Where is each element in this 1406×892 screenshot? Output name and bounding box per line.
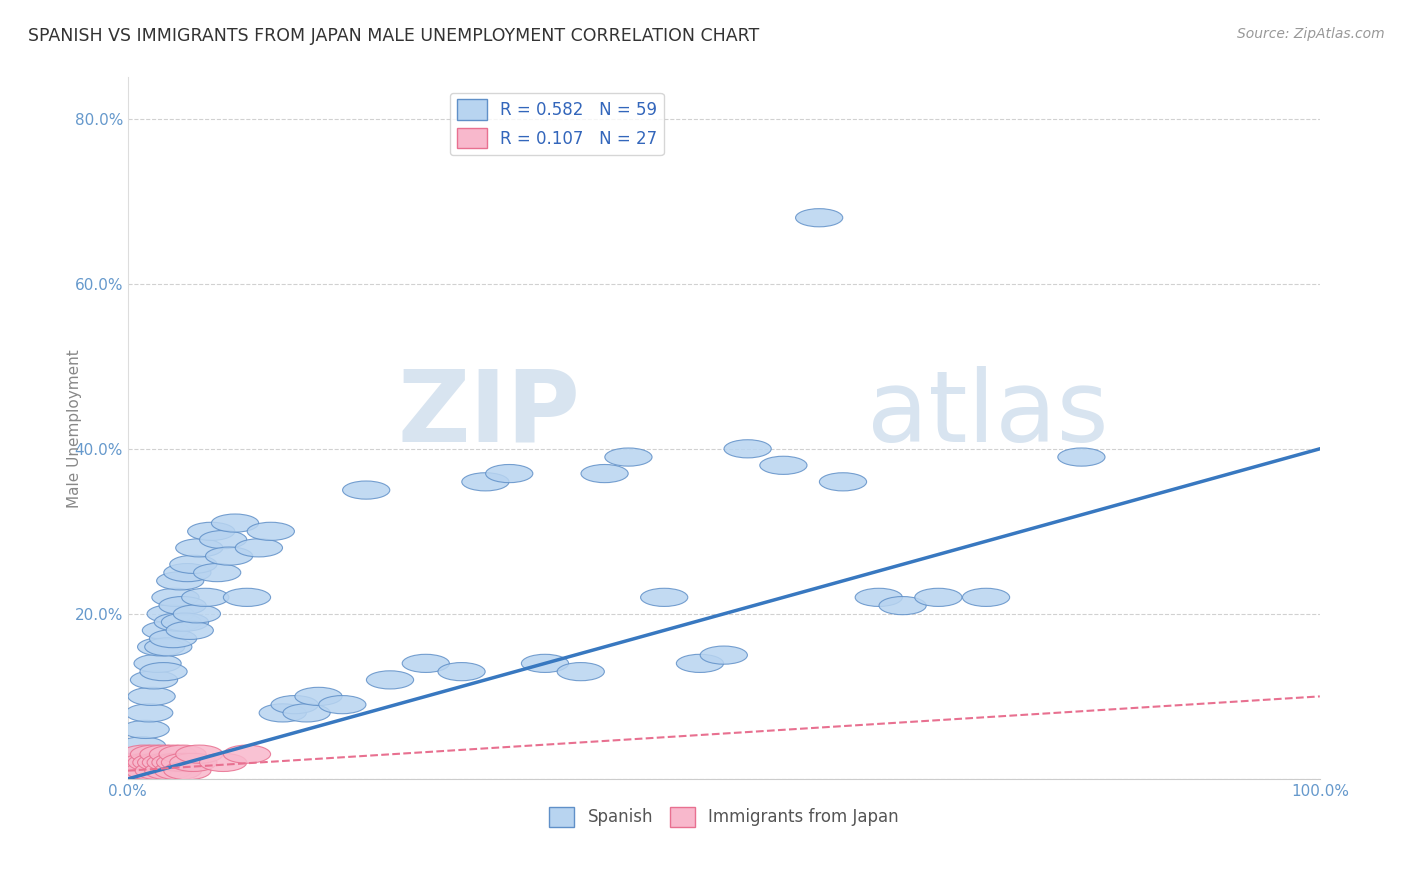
Ellipse shape (1057, 448, 1105, 467)
Text: atlas: atlas (868, 366, 1108, 463)
Ellipse shape (557, 663, 605, 681)
Ellipse shape (149, 745, 197, 764)
Ellipse shape (319, 696, 366, 714)
Ellipse shape (122, 721, 169, 739)
Ellipse shape (641, 589, 688, 607)
Ellipse shape (152, 589, 200, 607)
Ellipse shape (125, 762, 173, 780)
Ellipse shape (676, 655, 724, 673)
Ellipse shape (145, 762, 191, 780)
Ellipse shape (820, 473, 866, 491)
Ellipse shape (259, 704, 307, 722)
Ellipse shape (247, 522, 294, 541)
Ellipse shape (141, 745, 187, 764)
Ellipse shape (159, 745, 207, 764)
Ellipse shape (759, 456, 807, 475)
Ellipse shape (163, 762, 211, 780)
Ellipse shape (142, 754, 190, 772)
Ellipse shape (145, 638, 191, 656)
Ellipse shape (162, 613, 208, 632)
Ellipse shape (173, 605, 221, 623)
Ellipse shape (235, 539, 283, 557)
Legend: Spanish, Immigrants from Japan: Spanish, Immigrants from Japan (543, 800, 905, 834)
Ellipse shape (124, 754, 170, 772)
Ellipse shape (155, 762, 201, 780)
Ellipse shape (163, 564, 211, 582)
Ellipse shape (461, 473, 509, 491)
Text: Source: ZipAtlas.com: Source: ZipAtlas.com (1237, 27, 1385, 41)
Ellipse shape (156, 754, 204, 772)
Ellipse shape (152, 754, 200, 772)
Ellipse shape (118, 737, 166, 755)
Ellipse shape (110, 762, 157, 780)
Ellipse shape (295, 688, 342, 706)
Ellipse shape (205, 547, 253, 566)
Ellipse shape (437, 663, 485, 681)
Ellipse shape (141, 663, 187, 681)
Ellipse shape (700, 646, 748, 665)
Ellipse shape (200, 754, 246, 772)
Ellipse shape (117, 754, 163, 772)
Ellipse shape (194, 564, 240, 582)
Ellipse shape (402, 655, 450, 673)
Ellipse shape (211, 514, 259, 533)
Ellipse shape (224, 745, 270, 764)
Ellipse shape (187, 522, 235, 541)
Ellipse shape (128, 754, 176, 772)
Ellipse shape (581, 465, 628, 483)
Ellipse shape (796, 209, 842, 227)
Ellipse shape (181, 589, 229, 607)
Ellipse shape (162, 754, 208, 772)
Ellipse shape (155, 613, 201, 632)
Ellipse shape (138, 754, 184, 772)
Ellipse shape (121, 745, 169, 764)
Ellipse shape (131, 745, 177, 764)
Text: Male Unemployment: Male Unemployment (66, 349, 82, 508)
Ellipse shape (855, 589, 903, 607)
Ellipse shape (605, 448, 652, 467)
Ellipse shape (367, 671, 413, 689)
Text: SPANISH VS IMMIGRANTS FROM JAPAN MALE UNEMPLOYMENT CORRELATION CHART: SPANISH VS IMMIGRANTS FROM JAPAN MALE UN… (28, 27, 759, 45)
Ellipse shape (170, 556, 217, 574)
Ellipse shape (128, 688, 176, 706)
Ellipse shape (117, 762, 163, 780)
Ellipse shape (522, 655, 568, 673)
Ellipse shape (724, 440, 772, 458)
Ellipse shape (159, 597, 207, 615)
Ellipse shape (283, 704, 330, 722)
Text: ZIP: ZIP (398, 366, 581, 463)
Ellipse shape (485, 465, 533, 483)
Ellipse shape (118, 754, 166, 772)
Ellipse shape (176, 539, 224, 557)
Ellipse shape (915, 589, 962, 607)
Ellipse shape (879, 597, 927, 615)
Ellipse shape (132, 754, 180, 772)
Ellipse shape (343, 481, 389, 500)
Ellipse shape (176, 745, 224, 764)
Ellipse shape (131, 671, 177, 689)
Ellipse shape (963, 589, 1010, 607)
Ellipse shape (200, 531, 246, 549)
Ellipse shape (142, 622, 190, 640)
Ellipse shape (156, 572, 204, 590)
Ellipse shape (148, 605, 194, 623)
Ellipse shape (166, 622, 214, 640)
Ellipse shape (148, 754, 194, 772)
Ellipse shape (271, 696, 318, 714)
Ellipse shape (224, 589, 270, 607)
Ellipse shape (149, 630, 197, 648)
Ellipse shape (125, 704, 173, 722)
Ellipse shape (170, 754, 217, 772)
Ellipse shape (138, 638, 184, 656)
Ellipse shape (114, 754, 160, 772)
Ellipse shape (134, 655, 181, 673)
Ellipse shape (135, 762, 183, 780)
